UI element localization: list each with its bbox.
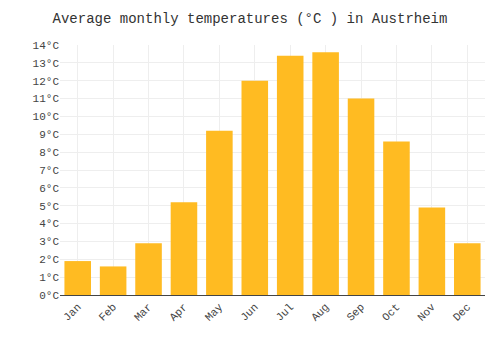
svg-text:Feb: Feb: [97, 301, 119, 323]
svg-text:5°C: 5°C: [39, 201, 59, 213]
svg-text:Average monthly temperatures (: Average monthly temperatures (°C ) in Au…: [53, 11, 448, 27]
svg-text:Mar: Mar: [132, 301, 154, 323]
svg-text:May: May: [203, 301, 226, 324]
svg-text:12°C: 12°C: [33, 76, 60, 88]
svg-text:4°C: 4°C: [39, 218, 59, 230]
svg-text:Jul: Jul: [274, 301, 296, 323]
svg-text:Sep: Sep: [345, 301, 367, 323]
svg-text:Jan: Jan: [61, 301, 83, 323]
svg-text:9°C: 9°C: [39, 129, 59, 141]
svg-text:3°C: 3°C: [39, 236, 59, 248]
svg-text:Jun: Jun: [238, 301, 260, 323]
svg-text:1°C: 1°C: [39, 272, 59, 284]
svg-text:7°C: 7°C: [39, 165, 59, 177]
svg-text:2°C: 2°C: [39, 254, 59, 266]
svg-text:Apr: Apr: [167, 301, 189, 323]
svg-text:13°C: 13°C: [33, 58, 60, 70]
svg-text:Aug: Aug: [309, 301, 331, 323]
svg-text:Oct: Oct: [380, 301, 402, 323]
svg-text:Dec: Dec: [451, 301, 473, 323]
svg-text:8°C: 8°C: [39, 147, 59, 159]
svg-text:14°C: 14°C: [33, 40, 60, 52]
svg-text:6°C: 6°C: [39, 183, 59, 195]
svg-text:10°C: 10°C: [33, 111, 60, 123]
svg-text:0°C: 0°C: [39, 290, 59, 302]
svg-text:11°C: 11°C: [33, 93, 60, 105]
svg-text:Nov: Nov: [415, 301, 438, 324]
